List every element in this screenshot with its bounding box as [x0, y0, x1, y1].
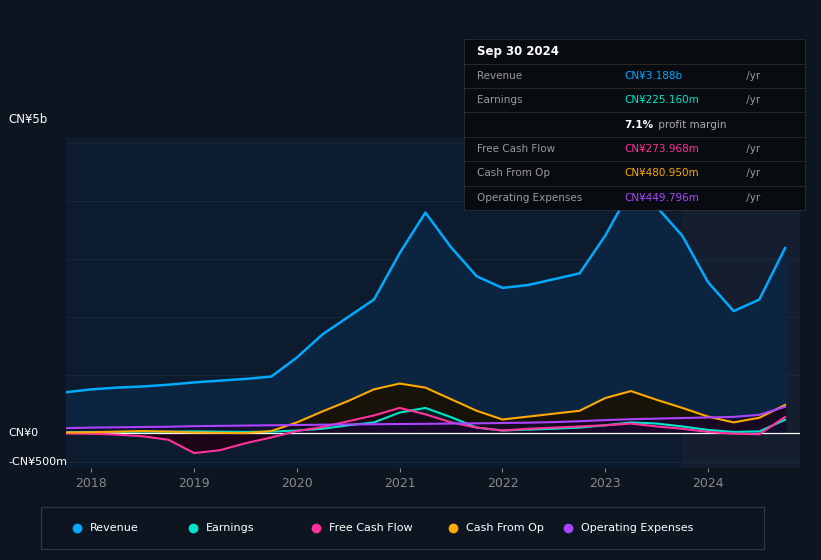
Text: Sep 30 2024: Sep 30 2024: [478, 45, 559, 58]
Text: Cash From Op: Cash From Op: [478, 169, 551, 179]
Text: 7.1%: 7.1%: [624, 120, 654, 129]
Text: CN¥273.968m: CN¥273.968m: [624, 144, 699, 154]
Text: Earnings: Earnings: [478, 95, 523, 105]
Text: Cash From Op: Cash From Op: [466, 523, 544, 533]
Text: Free Cash Flow: Free Cash Flow: [478, 144, 556, 154]
Text: Earnings: Earnings: [206, 523, 255, 533]
Text: /yr: /yr: [743, 95, 760, 105]
Text: /yr: /yr: [743, 169, 760, 179]
Text: CN¥0: CN¥0: [8, 428, 39, 438]
Text: CN¥480.950m: CN¥480.950m: [624, 169, 699, 179]
Text: /yr: /yr: [743, 144, 760, 154]
Text: CN¥225.160m: CN¥225.160m: [624, 95, 699, 105]
Bar: [682, 137, 800, 468]
Text: CN¥449.796m: CN¥449.796m: [624, 193, 699, 203]
Text: -CN¥500m: -CN¥500m: [8, 457, 67, 467]
Text: Operating Expenses: Operating Expenses: [478, 193, 583, 203]
Text: profit margin: profit margin: [654, 120, 726, 129]
Text: /yr: /yr: [743, 193, 760, 203]
Text: CN¥5b: CN¥5b: [8, 113, 48, 126]
Text: Revenue: Revenue: [90, 523, 139, 533]
Text: Free Cash Flow: Free Cash Flow: [328, 523, 412, 533]
Text: /yr: /yr: [743, 71, 760, 81]
Text: Operating Expenses: Operating Expenses: [581, 523, 694, 533]
Text: Revenue: Revenue: [478, 71, 523, 81]
Text: CN¥3.188b: CN¥3.188b: [624, 71, 682, 81]
